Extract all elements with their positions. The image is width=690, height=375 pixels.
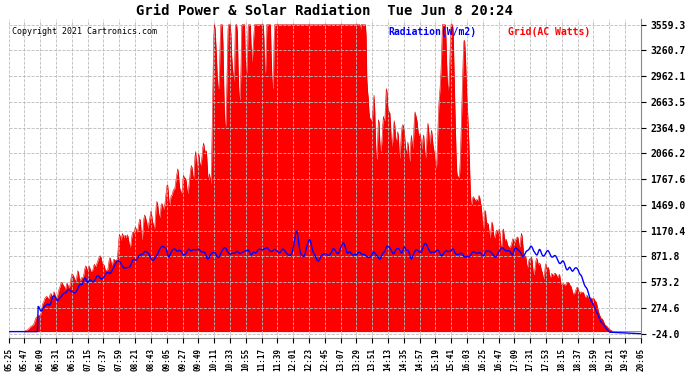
Title: Grid Power & Solar Radiation  Tue Jun 8 20:24: Grid Power & Solar Radiation Tue Jun 8 2… [137, 4, 513, 18]
Text: Radiation(W/m2): Radiation(W/m2) [388, 27, 476, 38]
Text: Copyright 2021 Cartronics.com: Copyright 2021 Cartronics.com [12, 27, 157, 36]
Text: Grid(AC Watts): Grid(AC Watts) [508, 27, 591, 38]
